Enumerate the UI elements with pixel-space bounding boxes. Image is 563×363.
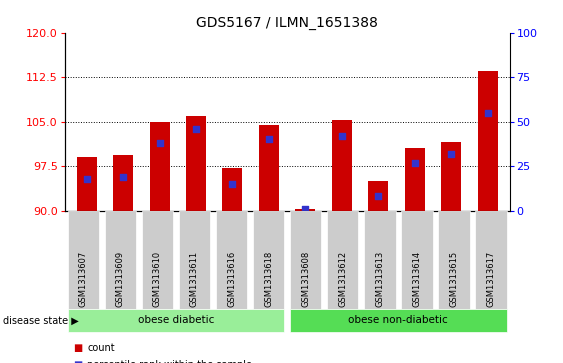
Text: GSM1313609: GSM1313609 xyxy=(116,250,125,307)
Point xyxy=(82,176,91,182)
Text: GSM1313610: GSM1313610 xyxy=(153,250,162,307)
Text: count: count xyxy=(87,343,115,354)
Bar xyxy=(405,148,425,211)
Text: percentile rank within the sample: percentile rank within the sample xyxy=(87,360,252,363)
Bar xyxy=(186,116,206,211)
Point xyxy=(191,126,200,132)
Bar xyxy=(77,157,97,211)
Point xyxy=(483,110,492,115)
Bar xyxy=(368,181,388,211)
Point xyxy=(155,140,164,146)
Text: GSM1313618: GSM1313618 xyxy=(264,250,273,307)
Text: GSM1313608: GSM1313608 xyxy=(301,250,310,307)
Bar xyxy=(441,142,461,211)
Title: GDS5167 / ILMN_1651388: GDS5167 / ILMN_1651388 xyxy=(196,16,378,30)
Bar xyxy=(113,155,133,211)
Point xyxy=(410,160,419,166)
Bar xyxy=(150,122,169,211)
Bar xyxy=(477,71,498,211)
Text: obese diabetic: obese diabetic xyxy=(138,315,214,325)
Text: GSM1313615: GSM1313615 xyxy=(449,250,458,307)
Point xyxy=(119,174,128,180)
Text: GSM1313614: GSM1313614 xyxy=(412,250,421,307)
Point xyxy=(446,151,455,156)
Point xyxy=(228,181,237,187)
Point xyxy=(337,133,346,139)
Point xyxy=(265,136,274,142)
Text: GSM1313613: GSM1313613 xyxy=(376,250,385,307)
Text: GSM1313616: GSM1313616 xyxy=(227,250,236,307)
Bar xyxy=(296,209,315,211)
Point xyxy=(301,206,310,212)
Text: ■: ■ xyxy=(73,343,82,354)
Bar xyxy=(222,168,243,211)
Text: disease state ▶: disease state ▶ xyxy=(3,315,79,325)
Text: GSM1313607: GSM1313607 xyxy=(79,250,88,307)
Text: ■: ■ xyxy=(73,360,82,363)
Text: GSM1313612: GSM1313612 xyxy=(338,250,347,307)
Bar xyxy=(259,125,279,211)
Text: GSM1313611: GSM1313611 xyxy=(190,250,199,307)
Bar xyxy=(332,121,352,211)
Text: GSM1313617: GSM1313617 xyxy=(486,250,495,307)
Text: obese non-diabetic: obese non-diabetic xyxy=(348,315,448,325)
Point xyxy=(374,193,383,199)
